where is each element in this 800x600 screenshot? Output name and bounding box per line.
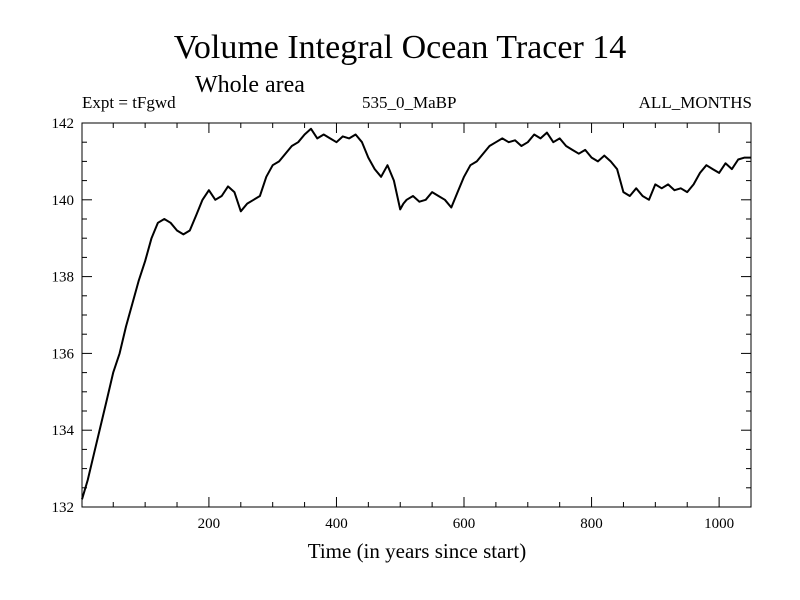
- y-tick-label: 142: [52, 116, 75, 132]
- run-label: 535_0_MaBP: [362, 93, 457, 112]
- x-tick-label: 600: [453, 516, 476, 532]
- tick-labels: 200 400 600 800 1000 132 134 136 138 140 142: [52, 116, 735, 532]
- plot-frame: [81, 122, 752, 508]
- x-tick-label: 1000: [704, 516, 734, 532]
- chart-title: Volume Integral Ocean Tracer 14: [173, 29, 627, 66]
- y-tick-label: 134: [52, 423, 75, 439]
- months-label: ALL_MONTHS: [638, 93, 752, 112]
- experiment-label: Expt = tFgwd: [82, 93, 176, 112]
- y-tick-label: 138: [52, 270, 75, 286]
- y-tick-label: 132: [52, 500, 75, 516]
- y-tick-label: 136: [52, 346, 75, 362]
- y-tick-label: 140: [52, 193, 75, 209]
- x-tick-label: 800: [580, 516, 603, 532]
- x-tick-label: 200: [198, 516, 221, 532]
- chart-subtitle: Whole area: [195, 72, 305, 98]
- major-ticks: [82, 122, 751, 508]
- x-tick-label: 400: [325, 516, 348, 532]
- minor-ticks: [82, 123, 752, 507]
- series-line: [81, 127, 751, 500]
- x-axis-title: Time (in years since start): [307, 539, 527, 563]
